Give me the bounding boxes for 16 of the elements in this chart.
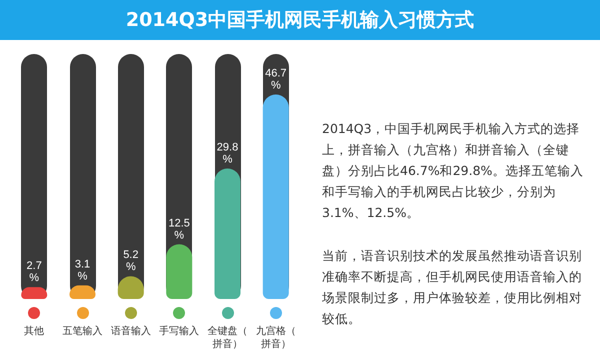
data-label: 3.1%	[74, 258, 90, 282]
x-tick-label: 手写输入	[159, 325, 200, 337]
data-label: 2.7%	[26, 260, 42, 284]
data-label: 46.7%	[265, 67, 287, 92]
text: 2014Q3，中国手机网民手机输入方式的选择上，拼音输入（九宫格）和拼音输入（全键盘）分别占比46.7%和29.8%。选择五笔输入和手写输入的手机网民占比较少，分别为3.1%、12.5%。	[322, 120, 584, 222]
chart-title: 2014Q3中国手机网民手机输入习惯方式	[0, 0, 600, 40]
x-tick-label: 九宫格（拼音）	[256, 325, 296, 350]
data-label: 29.8%	[216, 141, 238, 166]
x-tick-label: 五笔输入	[62, 325, 102, 337]
data-label: 5.2%	[123, 249, 138, 274]
text: 当前，语音识别技术的发展虽然推动语音识别准确率不断提高，但手机网民使用语音输入的场景限制过多，用户体验较差，使用比例相对较低。	[322, 247, 583, 328]
x-tick-label: 语音输入	[110, 325, 151, 337]
bar	[166, 244, 192, 299]
x-tick-label: 其他	[24, 325, 44, 337]
data-label: 12.5%	[168, 217, 190, 242]
x-tick-label: 全键盘（拼音）	[208, 325, 248, 350]
